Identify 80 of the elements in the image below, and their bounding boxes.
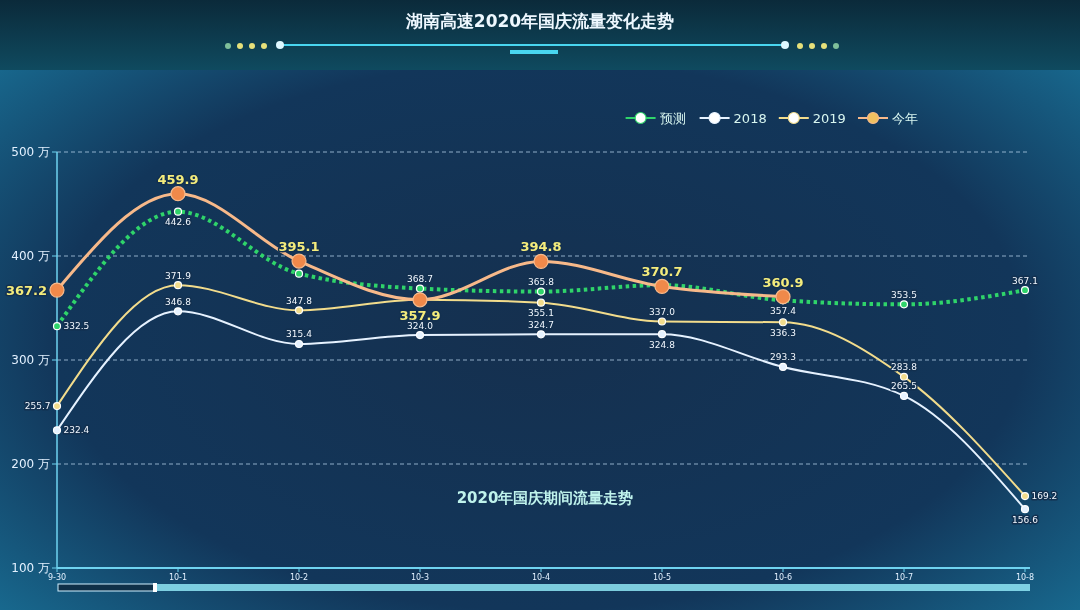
x-tick-label: 10-7 (894, 573, 914, 582)
point (654, 278, 670, 295)
legend-label: 预测 (659, 110, 686, 126)
point (415, 284, 425, 293)
point (173, 281, 183, 290)
point (533, 253, 549, 270)
point (1020, 505, 1030, 514)
data-label: 459.9 (157, 171, 199, 187)
y-tick-label: 200 万 (11, 457, 50, 472)
data-label: 169.2 (1031, 491, 1058, 502)
x-tick-label: 10-3 (410, 573, 430, 582)
x-tick-label: 10-5 (652, 573, 672, 582)
data-label: 332.5 (63, 321, 90, 332)
point (778, 362, 788, 372)
data-label: 265.5 (891, 381, 917, 392)
point (536, 287, 546, 296)
point (657, 317, 667, 326)
point (536, 330, 546, 339)
data-label: 324.8 (649, 339, 676, 350)
data-label: 255.7 (24, 401, 51, 412)
data-label: 232.4 (63, 425, 90, 436)
legend-label: 2018 (733, 110, 767, 126)
data-label: 324.7 (528, 319, 554, 330)
point (173, 207, 183, 216)
point (778, 318, 788, 327)
point (899, 391, 909, 400)
x-tick-label: 10-2 (289, 573, 309, 582)
legend-label: 2019 (812, 110, 846, 126)
text: 2020年国庆期间流量走势 (456, 489, 634, 507)
data-label: 337.0 (649, 307, 676, 318)
point (294, 339, 304, 349)
point (899, 372, 909, 381)
data-label: 395.1 (278, 239, 320, 255)
legend-label: 今年 (892, 110, 918, 126)
point (173, 307, 183, 316)
data-label: 367.2 (5, 282, 47, 298)
point (49, 282, 65, 298)
point (1020, 491, 1030, 501)
data-label: 347.8 (286, 295, 313, 306)
data-label: 324.0 (407, 320, 434, 331)
data-label: 156.6 (1012, 514, 1039, 525)
data-label: 371.9 (165, 270, 192, 281)
data-label: 357.4 (770, 306, 797, 316)
point (52, 426, 62, 435)
point (899, 300, 909, 309)
data-label: 370.7 (641, 264, 683, 280)
data-label: 368.7 (407, 274, 433, 285)
data-label: 336.3 (770, 327, 796, 338)
data-label: 355.1 (528, 308, 554, 319)
data-label: 367.1 (1012, 275, 1038, 286)
point (52, 322, 62, 331)
point (291, 253, 307, 269)
data-label: 353.5 (891, 289, 917, 300)
x-tick-label: 10-8 (1015, 573, 1035, 582)
y-tick-label: 400 万 (11, 249, 50, 264)
data-label: 365.8 (528, 277, 555, 288)
data-label: 315.4 (286, 329, 313, 340)
data-label: 360.9 (762, 274, 804, 290)
y-tick-label: 300 万 (11, 353, 50, 368)
point (536, 298, 546, 307)
point (412, 292, 428, 308)
chart-title: 湖南高速2020年国庆流量变化走势 (404, 11, 675, 31)
point (1020, 286, 1030, 295)
point (657, 330, 667, 339)
point (294, 269, 304, 278)
y-tick-label: 500 万 (11, 145, 50, 160)
data-label: 346.8 (165, 296, 192, 307)
x-tick-label: 9-30 (47, 573, 67, 582)
data-label: 442.6 (165, 217, 192, 228)
x-tick-label: 10-4 (531, 573, 551, 582)
point (170, 186, 186, 202)
point (775, 289, 791, 305)
data-label: 394.8 (520, 239, 562, 255)
point (294, 306, 304, 315)
data-label: 283.8 (891, 362, 918, 373)
point (52, 401, 62, 411)
data-label: 293.3 (770, 352, 796, 363)
point (415, 330, 425, 340)
x-tick-label: 10-6 (773, 573, 793, 582)
x-tick-label: 10-1 (168, 573, 188, 582)
